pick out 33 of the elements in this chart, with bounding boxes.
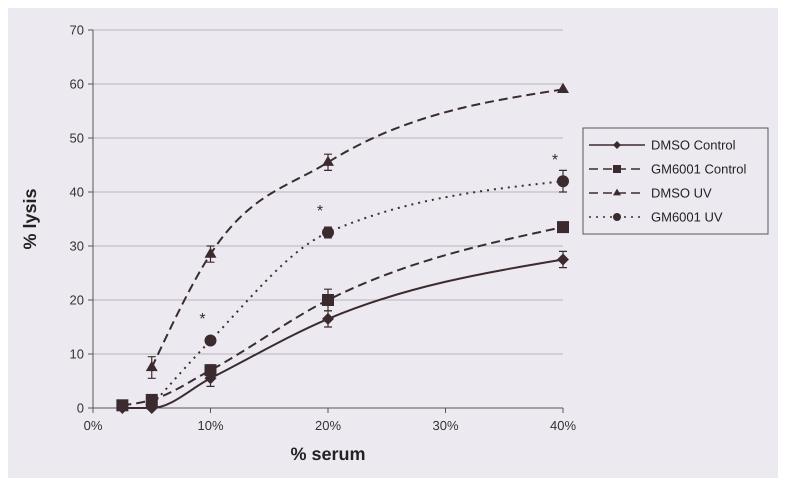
y-tick-label: 50: [70, 130, 84, 146]
point: [557, 82, 569, 93]
x-tick-label: 30%: [432, 418, 459, 433]
point: [322, 312, 334, 325]
point: [322, 156, 334, 166]
point: [322, 294, 334, 306]
x-tick-label: 10%: [197, 418, 224, 433]
point: [557, 221, 569, 234]
y-tick-label: 40: [70, 184, 84, 200]
y-tick-label: 20: [70, 292, 84, 308]
point: [204, 334, 216, 346]
annotation: *: [552, 152, 558, 169]
point: [557, 254, 569, 266]
x-tick-label: 20%: [314, 418, 342, 433]
point: [557, 175, 569, 188]
point: [204, 248, 216, 258]
legend-label: GM6001 UV: [651, 210, 723, 225]
x-axis-title: % serum: [290, 444, 366, 464]
point: [146, 360, 158, 372]
point: [116, 399, 128, 412]
annotation: *: [199, 311, 206, 328]
annotation: *: [316, 203, 324, 220]
y-tick-label: 10: [70, 346, 84, 362]
y-tick-label: 30: [70, 238, 84, 254]
y-tick-label: 70: [70, 22, 84, 38]
legend-label: DMSO UV: [651, 186, 712, 201]
x-tick-label: 40%: [550, 418, 576, 433]
x-tick-label: 0%: [84, 418, 103, 433]
legend-label: GM6001 Control: [651, 162, 746, 177]
legend-label: DMSO Control: [651, 138, 736, 153]
y-tick-label: 60: [70, 76, 84, 92]
y-axis-title: % lysis: [20, 188, 40, 250]
y-tick-label: 0: [76, 400, 84, 416]
